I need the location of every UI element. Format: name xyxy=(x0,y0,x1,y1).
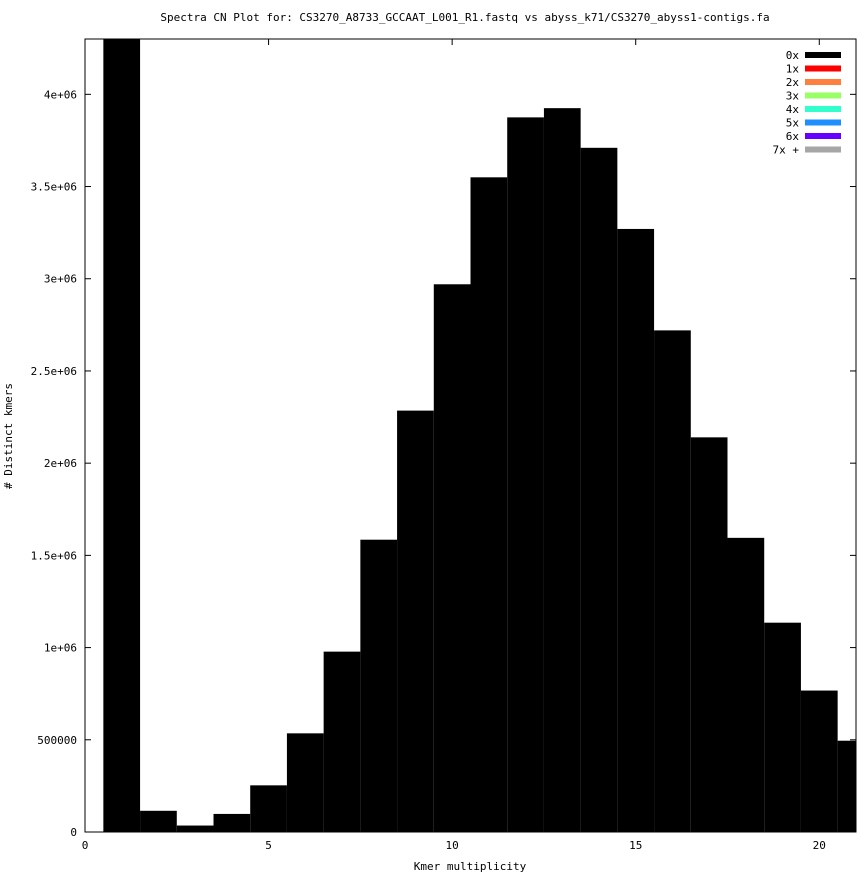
x-axis: 0 5 10 15 20 xyxy=(82,39,826,852)
y-tick-label: 500000 xyxy=(37,734,77,747)
bar-0x-k16 xyxy=(654,330,691,832)
y-tick-label: 3.5e+06 xyxy=(31,181,77,194)
bar-0x-k4 xyxy=(213,813,251,832)
legend-swatch xyxy=(805,52,841,58)
legend-label: 4x xyxy=(786,103,800,116)
bar-0x-k12 xyxy=(507,117,544,832)
y-axis: 0 500000 1e+06 1.5e+06 2e+06 2.5e+06 3e+06 3.5e… xyxy=(31,88,856,839)
bar-0x-k11 xyxy=(470,177,508,832)
legend-label: 3x xyxy=(786,90,800,103)
y-tick-label: 3e+06 xyxy=(44,273,77,286)
y-tick-label: 4e+06 xyxy=(44,88,77,101)
y-tick-label: 2.5e+06 xyxy=(31,365,77,378)
x-axis-label: Kmer multiplicity xyxy=(414,860,527,872)
bar-0x-k1 xyxy=(103,39,141,832)
legend-label: 5x xyxy=(786,117,800,130)
x-tick-label: 15 xyxy=(629,839,642,852)
legend-swatch xyxy=(805,79,841,85)
bar-0x-k14 xyxy=(580,147,618,832)
legend-swatch xyxy=(805,119,841,126)
x-tick-label: 20 xyxy=(813,839,826,852)
x-tick-label: 0 xyxy=(82,839,89,852)
bar-0x-k3 xyxy=(176,825,214,832)
plot-area xyxy=(84,38,857,833)
bar-0x-k19 xyxy=(764,622,801,832)
y-tick-label: 0 xyxy=(70,826,77,839)
bar-0x-k17 xyxy=(690,437,728,832)
legend-label: 6x xyxy=(786,130,800,143)
bar-0x-k13 xyxy=(543,108,581,832)
legend-swatch xyxy=(805,146,841,153)
legend-swatch xyxy=(805,106,841,112)
bar-0x-k15 xyxy=(617,228,655,832)
bar-0x-k21 xyxy=(837,740,856,832)
bar-0x-k8 xyxy=(360,539,398,832)
y-tick-label: 1e+06 xyxy=(44,642,77,655)
legend-label: 2x xyxy=(786,76,800,89)
legend-swatch xyxy=(805,65,841,72)
bar-0x-k2 xyxy=(140,810,177,832)
legend-swatch xyxy=(805,92,841,99)
x-tick-label: 5 xyxy=(265,839,272,852)
bar-0x-k9 xyxy=(397,410,434,832)
y-tick-label: 1.5e+06 xyxy=(31,549,77,562)
bar-0x-k18 xyxy=(727,537,765,832)
legend-swatch xyxy=(805,133,841,139)
bar-0x-k7 xyxy=(323,651,361,832)
plot-frame xyxy=(84,38,857,833)
chart-title: Spectra CN Plot for: CS3270_A8733_GCCAAT… xyxy=(160,11,769,24)
bar-0x-k6 xyxy=(286,733,324,832)
y-axis-label: # Distinct kmers xyxy=(2,383,15,489)
legend-label: 0x xyxy=(786,49,800,62)
bar-0x-k20 xyxy=(800,690,838,832)
x-tick-label: 10 xyxy=(446,839,459,852)
legend-label: 1x xyxy=(786,63,800,76)
bar-0x-k5 xyxy=(250,785,287,832)
bar-0x-k10 xyxy=(433,284,471,832)
legend-label: 7x + xyxy=(773,144,800,157)
y-tick-label: 2e+06 xyxy=(44,457,77,470)
